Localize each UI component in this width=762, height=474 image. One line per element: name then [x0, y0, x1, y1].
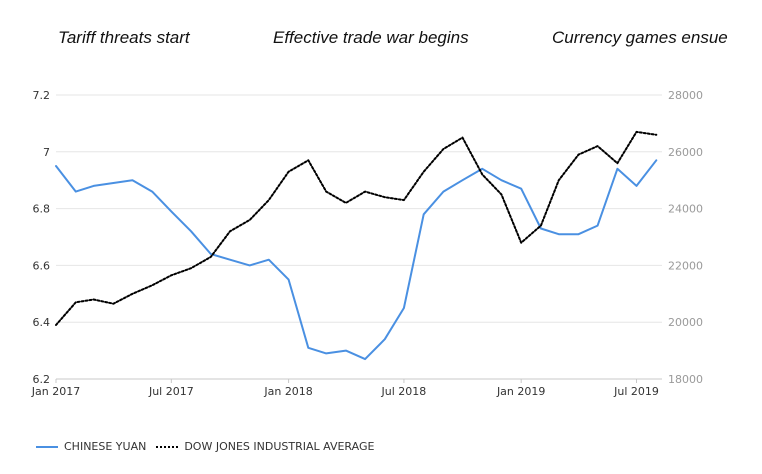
- y-right-tick-label: 26000: [668, 146, 703, 159]
- x-tick-label: Jan 2017: [31, 385, 80, 398]
- annotation-trade-war: Effective trade war begins: [273, 28, 469, 47]
- legend-item-yuan[interactable]: CHINESE YUAN: [36, 440, 146, 453]
- y-left-tick-label: 6.4: [33, 316, 51, 329]
- legend-swatch-dow: [156, 445, 179, 448]
- y-left-tick-label: 7.2: [33, 89, 51, 102]
- legend-item-dow[interactable]: DOW JONES INDUSTRIAL AVERAGE: [156, 440, 374, 453]
- legend-swatch-yuan: [36, 445, 58, 448]
- y-left-tick-label: 6.8: [33, 203, 51, 216]
- legend-label-yuan: CHINESE YUAN: [64, 440, 147, 453]
- x-tick-label: Jul 2019: [613, 385, 659, 398]
- y-right-tick-label: 22000: [668, 259, 703, 272]
- y-right-tick-label: 28000: [668, 89, 703, 102]
- y-right-tick-label: 20000: [668, 316, 703, 329]
- y-right-tick-label: 24000: [668, 203, 703, 216]
- y-left-tick-label: 6.2: [33, 373, 51, 386]
- y-right-tick-label: 18000: [668, 373, 703, 386]
- x-tick-label: Jul 2018: [381, 385, 427, 398]
- series-line-yuan: [55, 159, 658, 361]
- legend: CHINESE YUAN DOW JONES INDUSTRIAL AVERAG…: [36, 440, 384, 453]
- series-line-dow: [55, 130, 658, 326]
- chart: 6.2 6.4 6.6 6.8 7 7.2 18000 20000 22000 24000 2600…: [31, 89, 703, 398]
- legend-label-dow: DOW JONES INDUSTRIAL AVERAGE: [184, 440, 375, 453]
- annotation-tariff: Tariff threats start: [58, 28, 190, 47]
- x-tick-label: Jul 2017: [148, 385, 194, 398]
- y-left-tick-label: 6.6: [33, 259, 51, 272]
- y-left-tick-label: 7: [43, 146, 50, 159]
- x-tick-label: Jan 2018: [263, 385, 312, 398]
- x-tick-label: Jan 2019: [496, 385, 545, 398]
- annotation-currency: Currency games ensue: [552, 28, 728, 47]
